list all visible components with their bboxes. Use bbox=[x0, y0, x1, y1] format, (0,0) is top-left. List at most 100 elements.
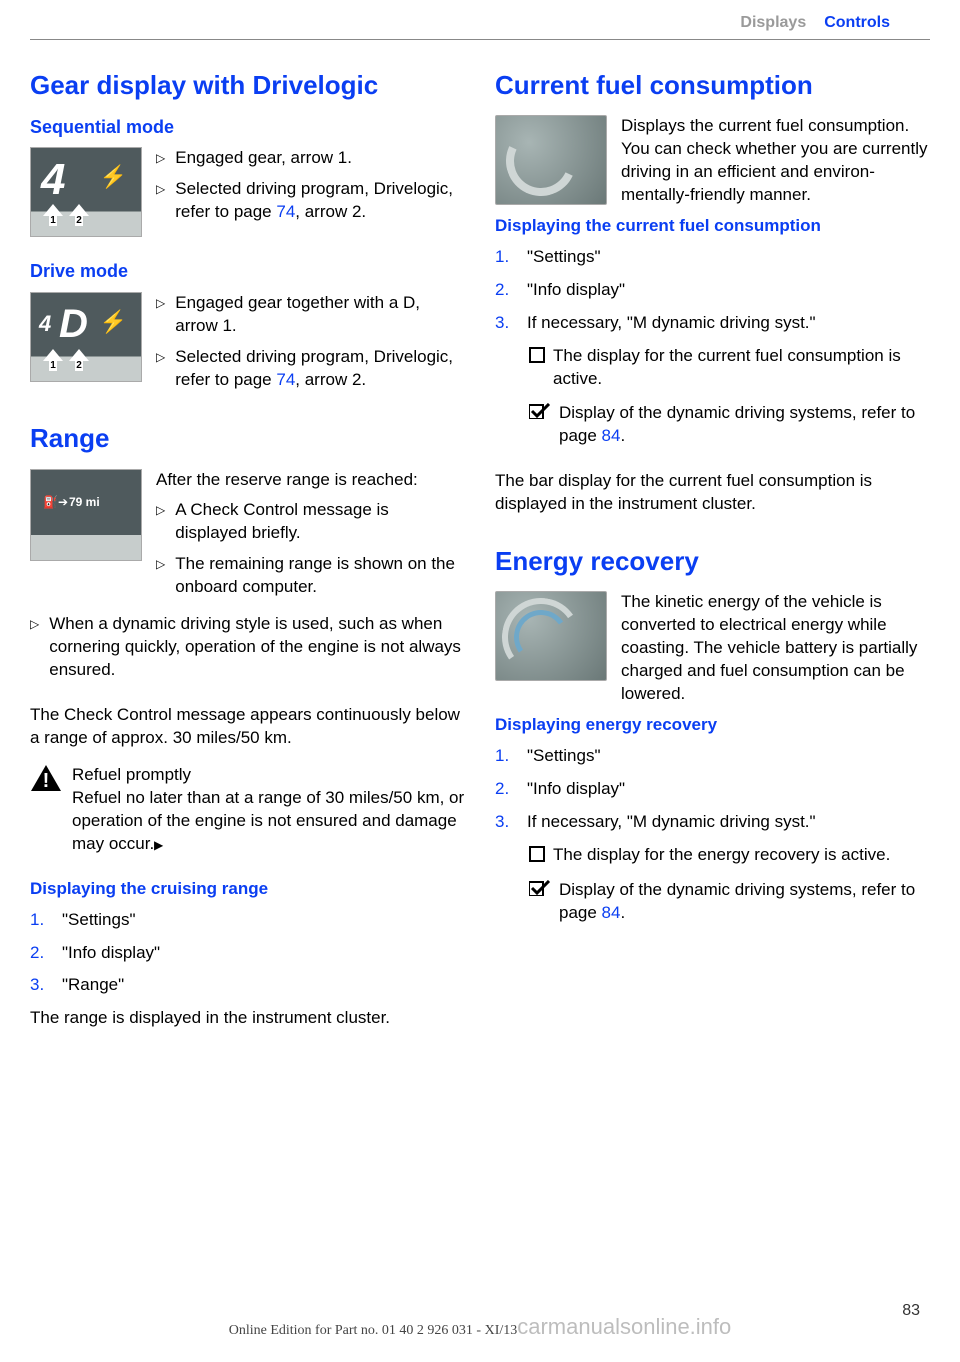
checkbox-text: The display for the energy recovery is a… bbox=[553, 844, 890, 867]
range-intro-text: After the reserve range is reached: bbox=[156, 469, 465, 492]
bullet-driving-program: ▷ Selected driving program, Drivelogic, … bbox=[156, 178, 465, 224]
page-link[interactable]: 74 bbox=[276, 370, 295, 389]
heading-energy-recovery: Energy recovery bbox=[495, 544, 930, 579]
page-content: Gear display with Drivelogic Sequential … bbox=[0, 40, 960, 1052]
range-display-graphic: ⛽➔ 79 mi bbox=[30, 469, 142, 561]
gear-number-label: 4 bbox=[39, 309, 51, 339]
checkbox-empty-icon bbox=[529, 347, 545, 363]
checkmark-text: Display of the dynamic driving sys­tems,… bbox=[559, 879, 930, 925]
page-link[interactable]: 74 bbox=[276, 202, 295, 221]
bullet-text: A Check Control message is displayed bri… bbox=[175, 499, 465, 545]
warning-refuel: ! Refuel promptly Refuel no later than a… bbox=[30, 764, 465, 856]
bullet-text: Selected driving program, Drivelogic, re… bbox=[175, 346, 465, 392]
fuel-after-text: The bar display for the current fuel con… bbox=[495, 470, 930, 516]
bullet-text: Engaged gear together with a D, arrow 1. bbox=[175, 292, 465, 338]
energy-intro-text: The kinetic energy of the vehicle is con… bbox=[621, 591, 930, 706]
bullet-text: Engaged gear, arrow 1. bbox=[175, 147, 352, 170]
header-section: Displays bbox=[740, 12, 806, 34]
step-3: 3.If necessary, "M dynamic driving syst.… bbox=[495, 811, 930, 834]
bolt-icon: ⚡ bbox=[100, 162, 127, 192]
gear-sequential-display-graphic: 4 ⚡ 1 2 bbox=[30, 147, 142, 237]
step-number: 1. bbox=[495, 745, 515, 768]
heading-cruising-range: Displaying the cruising range bbox=[30, 878, 465, 901]
gauge-arc-icon bbox=[496, 116, 586, 206]
drive-letter-label: D bbox=[59, 297, 88, 351]
step-number: 2. bbox=[30, 942, 50, 965]
checkmark-line: Display of the dynamic driving sys­tems,… bbox=[529, 402, 930, 448]
section-display-energy: Displaying energy recovery 1."Settings" … bbox=[495, 714, 930, 925]
step-text: "Info display" bbox=[527, 778, 625, 801]
heading-sequential-mode: Sequential mode bbox=[30, 115, 465, 139]
energy-recovery-graphic bbox=[495, 591, 607, 681]
arrow-1-icon: 1 bbox=[43, 204, 63, 226]
triangle-icon: ▷ bbox=[156, 178, 165, 197]
heading-display-energy: Displaying energy recovery bbox=[495, 714, 930, 737]
step-text: "Settings" bbox=[527, 745, 601, 768]
bullet-engaged-gear: ▷ Engaged gear, arrow 1. bbox=[156, 147, 465, 170]
end-marker-icon: ◀ bbox=[154, 837, 163, 853]
arrow-1-icon: 1 bbox=[43, 349, 63, 371]
triangle-icon: ▷ bbox=[156, 553, 165, 572]
bullet-check-control: ▷ A Check Control message is displayed b… bbox=[156, 499, 465, 545]
step-text: "Range" bbox=[62, 974, 124, 997]
footer-line: Online Edition for Part no. 01 40 2 926 … bbox=[0, 1312, 960, 1342]
triangle-icon: ▷ bbox=[156, 147, 165, 166]
step-2: 2. "Info display" bbox=[495, 778, 930, 801]
step-1: 1. "Settings" bbox=[495, 246, 930, 269]
svg-text:1: 1 bbox=[50, 215, 56, 226]
checkbox-line: The display for the energy recovery is a… bbox=[529, 844, 930, 867]
svg-text:2: 2 bbox=[76, 360, 82, 371]
gear-number-label: 4 bbox=[41, 150, 65, 209]
step-text: "Info display" bbox=[527, 279, 625, 302]
checkmark-line: Display of the dynamic driving sys­tems,… bbox=[529, 879, 930, 925]
arrow-2-icon: 2 bbox=[69, 349, 89, 371]
heading-drive-mode: Drive mode bbox=[30, 259, 465, 283]
step-3: 3. If necessary, "M dynamic driving syst.… bbox=[495, 312, 930, 335]
fuel-intro-text: Displays the current fuel con­sumption. … bbox=[621, 115, 930, 207]
page-link[interactable]: 84 bbox=[602, 903, 621, 922]
warning-body: Refuel no later than at a range of 30 mi… bbox=[72, 788, 464, 853]
step-text: If necessary, "M dynamic driving syst." bbox=[527, 811, 816, 834]
bullet-text: The remaining range is shown on the onbo… bbox=[175, 553, 465, 599]
header-chapter: Controls bbox=[824, 12, 890, 34]
step-number: 3. bbox=[495, 312, 515, 335]
left-column: Gear display with Drivelogic Sequential … bbox=[30, 68, 465, 1052]
section-drive-mode: Drive mode 4 D ⚡ 1 2 ▷ Engaged gear toge… bbox=[30, 259, 465, 399]
step-2: 2. "Info display" bbox=[30, 942, 465, 965]
bullet-engaged-gear-d: ▷ Engaged gear together with a D, arrow … bbox=[156, 292, 465, 338]
step-3: 3. "Range" bbox=[30, 974, 465, 997]
triangle-icon: ▷ bbox=[156, 346, 165, 365]
step-text: "Settings" bbox=[527, 246, 601, 269]
step-number: 1. bbox=[30, 909, 50, 932]
warning-triangle-icon: ! bbox=[30, 764, 62, 792]
step-text: "Info display" bbox=[62, 942, 160, 965]
step-1: 1. "Settings" bbox=[495, 745, 930, 768]
step-number: 2. bbox=[495, 279, 515, 302]
step-1: 1."Settings" bbox=[30, 909, 465, 932]
triangle-icon: ▷ bbox=[156, 499, 165, 518]
bolt-icon: ⚡ bbox=[100, 307, 127, 337]
page-header: Displays Controls bbox=[30, 0, 930, 40]
svg-text:!: ! bbox=[43, 770, 50, 792]
arrow-2-icon: 2 bbox=[69, 204, 89, 226]
step-text: If necessary, "M dynamic driving syst." bbox=[527, 312, 816, 335]
bullet-remaining-range: ▷ The remaining range is shown on the on… bbox=[156, 553, 465, 599]
heading-gear-display: Gear display with Drivelogic bbox=[30, 68, 465, 103]
section-display-fuel: Displaying the current fuel consumption … bbox=[495, 215, 930, 449]
gear-drive-display-graphic: 4 D ⚡ 1 2 bbox=[30, 292, 142, 382]
checkbox-empty-icon bbox=[529, 846, 545, 862]
heading-range: Range bbox=[30, 421, 465, 456]
bullet-text: When a dynamic driving style is used, su… bbox=[49, 613, 465, 682]
checkbox-text: The display for the current fuel con­sum… bbox=[553, 345, 930, 391]
step-number: 2. bbox=[495, 778, 515, 801]
triangle-icon: ▷ bbox=[30, 613, 39, 632]
section-cruising-range: Displaying the cruising range 1."Setting… bbox=[30, 878, 465, 1031]
heading-fuel-consumption: Current fuel consumption bbox=[495, 68, 930, 103]
footer-watermark: carmanualsonline.info bbox=[517, 1314, 731, 1339]
checkbox-checked-icon bbox=[529, 880, 551, 896]
page-link[interactable]: 84 bbox=[602, 426, 621, 445]
fuel-consumption-graphic bbox=[495, 115, 607, 205]
step-number: 1. bbox=[495, 246, 515, 269]
step-number: 3. bbox=[30, 974, 50, 997]
footer-edition-text: Online Edition for Part no. 01 40 2 926 … bbox=[229, 1323, 518, 1338]
